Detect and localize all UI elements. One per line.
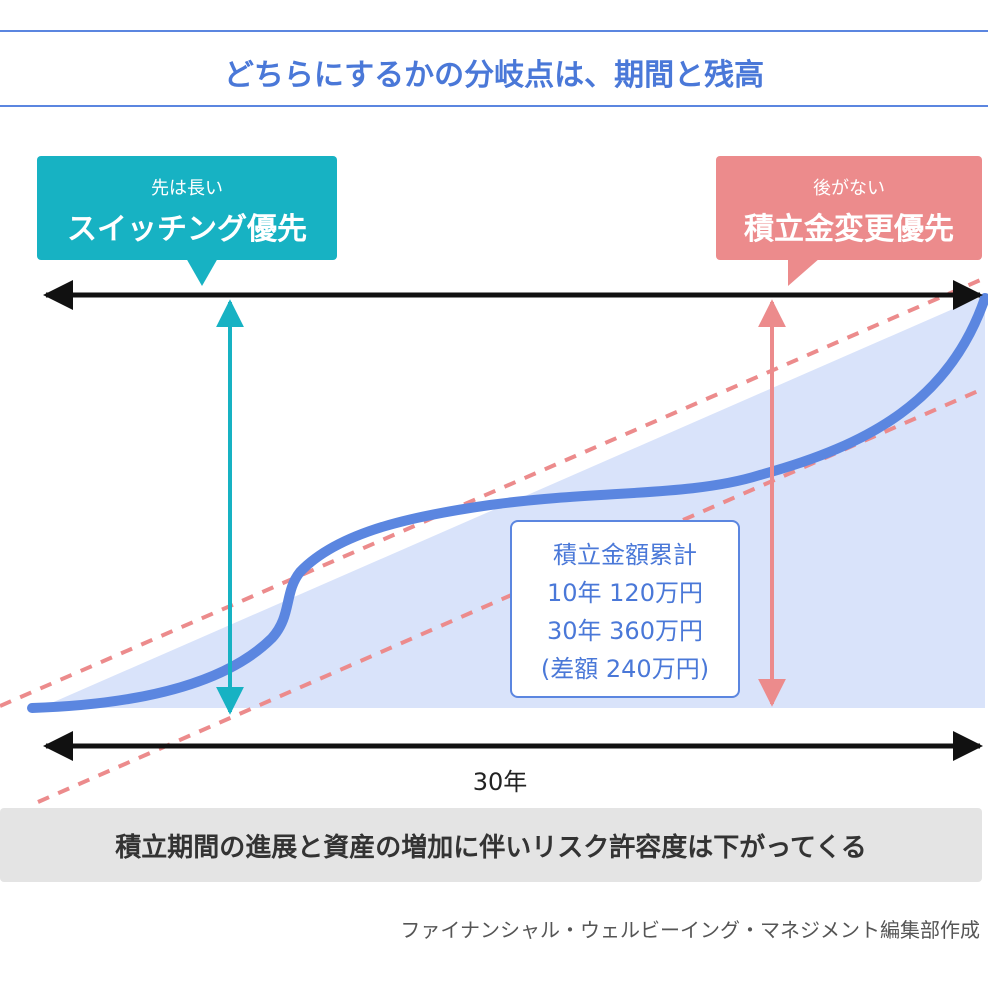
callout-switching-priority: 先は長い スイッチング優先 — [37, 156, 337, 260]
callout-left-main: スイッチング優先 — [67, 212, 307, 247]
contribution-summary-box: 積立金額累計 10年 120万円 30年 360万円 (差額 240万円) — [510, 520, 740, 698]
page-title: どちらにするかの分岐点は、期間と残高 — [223, 58, 765, 93]
credit-line: ファイナンシャル・ウェルビーイング・マネジメント編集部作成 — [400, 918, 980, 942]
title-bottom-rule — [0, 105, 988, 107]
callout-left-sub: 先は長い — [151, 178, 223, 199]
callout-contribution-change-priority: 後がない 積立金変更優先 — [716, 156, 982, 260]
summary-difference: (差額 240万円) — [540, 655, 710, 683]
callout-right-sub: 後がない — [813, 178, 885, 199]
period-label: 30年 — [472, 768, 528, 796]
title-top-rule — [0, 30, 988, 32]
summary-10-years: 10年 120万円 — [547, 579, 703, 607]
bottom-message: 積立期間の進展と資産の増加に伴いリスク許容度は下がってくる — [0, 808, 982, 882]
upper-dashed-line — [0, 276, 986, 708]
callout-right-main: 積立金変更優先 — [744, 212, 954, 247]
summary-heading: 積立金額累計 — [553, 541, 697, 569]
summary-30-years: 30年 360万円 — [547, 617, 703, 645]
